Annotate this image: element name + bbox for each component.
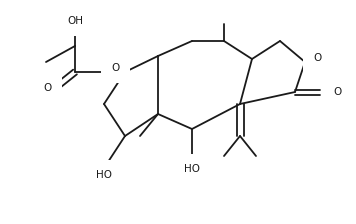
- Text: O: O: [111, 63, 119, 73]
- Text: HO: HO: [96, 170, 112, 180]
- Text: O: O: [43, 83, 51, 93]
- Text: OH: OH: [67, 16, 83, 26]
- Text: O: O: [313, 53, 321, 63]
- Text: HO: HO: [184, 164, 200, 174]
- Text: O: O: [333, 87, 341, 97]
